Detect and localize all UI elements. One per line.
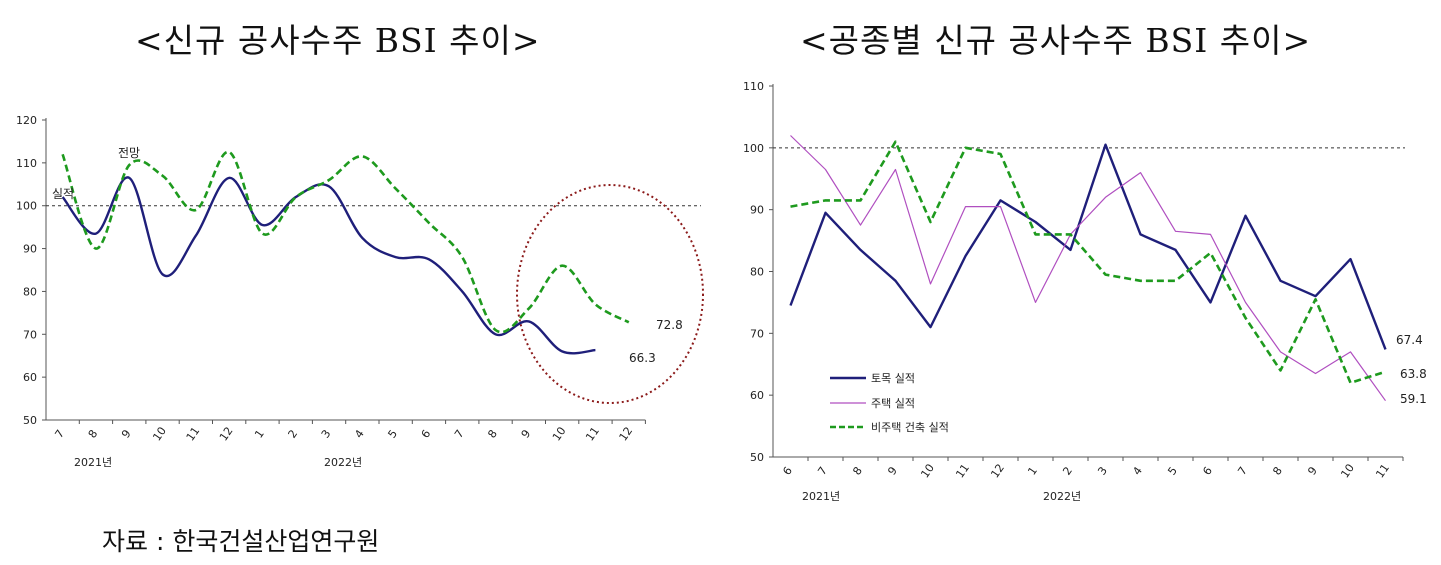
chart1-x-tick-label: 9 <box>119 427 134 440</box>
chart1-y-tick-label: 100 <box>16 200 37 213</box>
chart1-series-label-forecast: 전망 <box>118 146 140 160</box>
chart2-x-tick-label: 5 <box>1165 464 1180 477</box>
chart1-x-tick-label: 8 <box>485 427 500 440</box>
chart2-x-tick-label: 1 <box>1025 464 1040 477</box>
chart1-value-label-actual: 66.3 <box>629 351 656 365</box>
chart1-x-tick-label: 3 <box>319 427 334 440</box>
chart1-series-label-actual: 실적 <box>52 187 74 201</box>
chart2-year-label: 2022년 <box>1043 490 1081 503</box>
chart2-value-label-nonresidential: 63.8 <box>1400 367 1427 381</box>
chart2-x-tick-label: 11 <box>953 462 972 481</box>
chart1-x-tick-label: 6 <box>419 427 434 440</box>
chart1-series-line-1 <box>61 176 596 355</box>
chart2-series-line-1 <box>789 143 1387 350</box>
chart2-x-tick-label: 7 <box>1235 464 1250 477</box>
chart1-x-tick-label: 7 <box>452 427 467 440</box>
chart1-y-tick-label: 60 <box>23 371 37 384</box>
chart2-year-label: 2021년 <box>802 490 840 503</box>
chart2-y-tick-label: 90 <box>750 204 764 217</box>
chart1-highlight-ellipse <box>516 184 704 404</box>
chart1-x-tick-label: 10 <box>550 425 569 444</box>
chart2-y-tick-label: 80 <box>750 266 764 279</box>
chart2-x-tick-label: 6 <box>1200 464 1215 477</box>
chart1-x-tick-label: 11 <box>184 425 203 444</box>
chart2-x-tick-label: 9 <box>1305 464 1320 477</box>
chart1-y-tick-label: 80 <box>23 285 37 298</box>
chart1-x-tick-label: 10 <box>150 425 169 444</box>
chart1-x-tick-label: 12 <box>617 425 636 444</box>
chart1-year-label: 2022년 <box>324 456 362 469</box>
chart2-y-tick-label: 50 <box>750 451 764 464</box>
chart1-value-label-forecast: 72.8 <box>656 318 683 332</box>
chart1-x-tick-label: 2 <box>286 427 301 440</box>
chart1-x-tick-label: 5 <box>385 427 400 440</box>
chart2-legend-nonresidential-label: 비주택 건축 실적 <box>871 421 949 434</box>
chart2-x-tick-label: 4 <box>1130 464 1145 477</box>
chart2-x-tick-label: 11 <box>1373 462 1392 481</box>
chart2-series-line-2 <box>790 135 1386 402</box>
chart2-y-tick-label: 70 <box>750 327 764 340</box>
chart2-x-tick-label: 6 <box>780 464 795 477</box>
chart2-value-label-housing: 59.1 <box>1400 392 1427 406</box>
chart2-x-tick-label: 3 <box>1095 464 1110 477</box>
chart1-title: <신규 공사수주 BSI 추이> <box>135 21 541 60</box>
chart2-legend-civil-label: 토목 실적 <box>871 372 915 385</box>
chart1-x-tick-label: 7 <box>52 427 67 440</box>
chart2-series-line-3 <box>790 140 1386 385</box>
chart2-x-tick-label: 10 <box>1338 462 1357 481</box>
chart2-x-tick-label: 10 <box>918 462 937 481</box>
chart2-x-tick-label: 9 <box>885 464 900 477</box>
chart2-x-tick-label: 12 <box>988 462 1007 481</box>
chart2-y-tick-label: 60 <box>750 389 764 402</box>
chart1-y-tick-label: 110 <box>16 157 37 170</box>
chart2-x-tick-label: 8 <box>1270 464 1285 477</box>
chart1-x-tick-label: 4 <box>352 427 367 440</box>
chart1-x-tick-label: 12 <box>217 425 236 444</box>
chart2-x-tick-label: 7 <box>815 464 830 477</box>
chart2-y-tick-label: 110 <box>743 80 764 93</box>
chart2-x-tick-label: 8 <box>850 464 865 477</box>
chart1-x-tick-label: 1 <box>252 427 267 440</box>
chart2-title: <공종별 신규 공사수주 BSI 추이> <box>800 21 1312 60</box>
chart2-legend-housing-label: 주택 실적 <box>871 397 915 410</box>
chart2-y-tick-label: 100 <box>743 142 764 155</box>
chart1-series-line-2 <box>61 150 630 334</box>
chart1-x-tick-label: 11 <box>583 425 602 444</box>
chart1-x-tick-label: 8 <box>86 427 101 440</box>
chart2-x-tick-label: 2 <box>1060 464 1075 477</box>
chart1-y-tick-label: 70 <box>23 328 37 341</box>
chart1-x-tick-label: 9 <box>519 427 534 440</box>
chart1-y-tick-label: 90 <box>23 243 37 256</box>
source-note: 자료 : 한국건설산업연구원 <box>102 527 380 556</box>
chart1-y-tick-label: 50 <box>23 414 37 427</box>
chart2-value-label-civil: 67.4 <box>1396 333 1423 347</box>
chart1-year-label: 2021년 <box>74 456 112 469</box>
chart1-y-tick-label: 120 <box>16 114 37 127</box>
